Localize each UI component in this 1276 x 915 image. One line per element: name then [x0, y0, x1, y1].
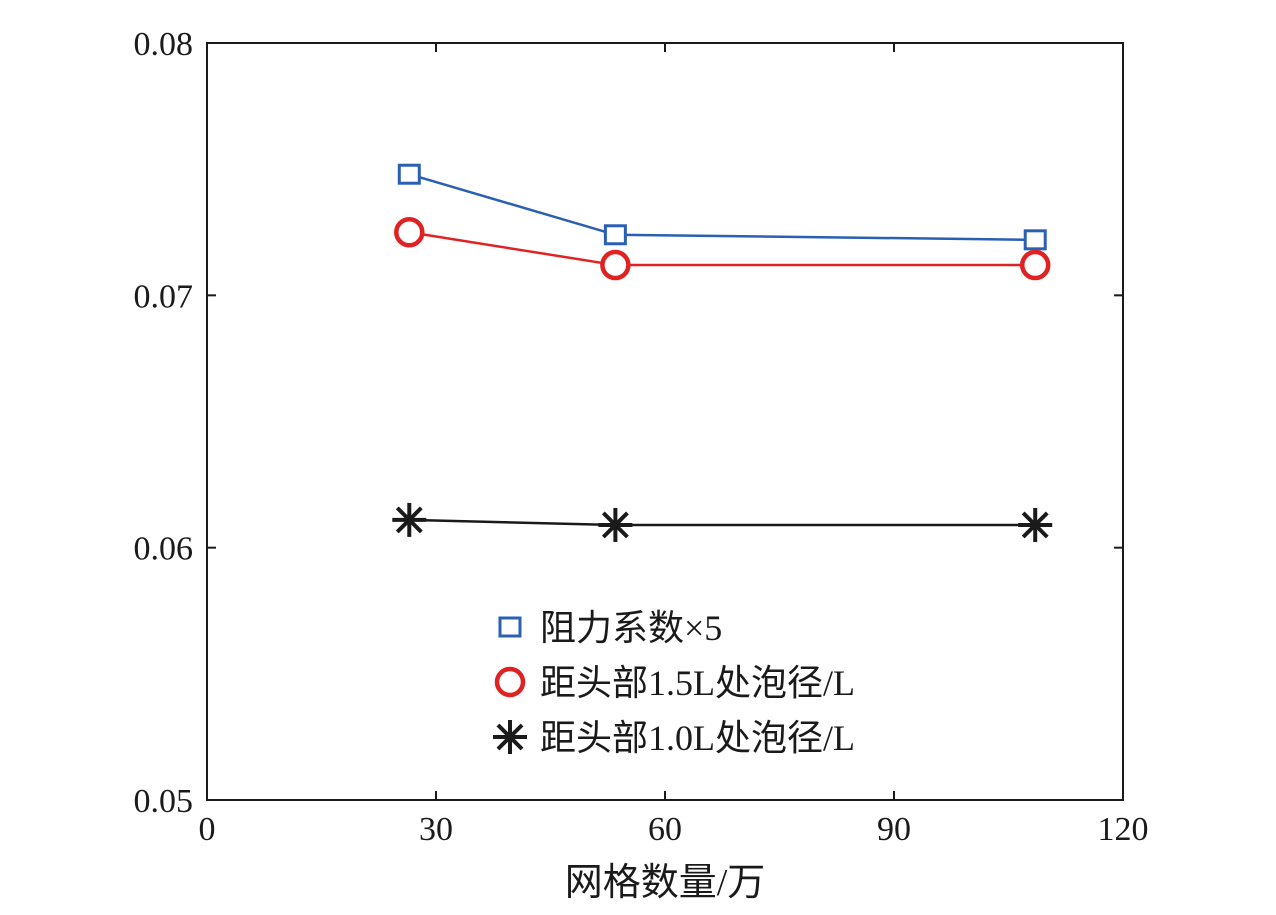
series-layer: [392, 163, 1053, 542]
y-tick-label: 0.08: [134, 26, 194, 63]
legend-label: 距头部1.5L处泡径/L: [540, 663, 855, 703]
asterisk-marker: [598, 507, 633, 542]
asterisk-marker: [1018, 507, 1053, 542]
square-marker: [1023, 229, 1047, 251]
series-1: [397, 163, 1047, 251]
series-line: [408, 173, 1036, 242]
series-3: [392, 502, 1053, 542]
axis-ticks: 0 30 60 90 120 0.05 0.06 0.07 0.08: [134, 26, 1149, 848]
legend-item: 距头部1.5L处泡径/L: [494, 663, 855, 703]
legend: 阻力系数×5 距头部1.5L处泡径/L 距头部1.0L处泡径/L: [493, 608, 855, 758]
asterisk-stroke: [496, 723, 524, 751]
asterisk-marker: [493, 720, 527, 754]
x-axis-title: 网格数量/万: [565, 862, 766, 904]
square-marker: [397, 163, 421, 185]
legend-label: 阻力系数×5: [540, 608, 722, 648]
asterisk-stroke: [395, 506, 423, 534]
circle-marker: [1019, 249, 1051, 281]
x-tick-label: 120: [1098, 811, 1149, 848]
series-line: [409, 518, 1036, 527]
x-tick-label: 30: [419, 811, 453, 848]
legend-item: 阻力系数×5: [498, 608, 722, 648]
circle-marker: [600, 249, 631, 281]
series-2: [394, 217, 1051, 281]
circle-marker: [494, 666, 526, 698]
y-tick-label: 0.05: [134, 783, 194, 820]
asterisk-stroke: [601, 511, 629, 539]
square-marker: [498, 616, 522, 638]
x-tick-label: 90: [877, 811, 911, 848]
x-tick-label: 60: [648, 811, 682, 848]
legend-label: 距头部1.0L处泡径/L: [540, 718, 855, 758]
x-tick-label: 0: [199, 811, 216, 848]
square-marker: [603, 224, 627, 246]
asterisk-marker: [392, 502, 427, 537]
y-tick-label: 0.06: [134, 531, 194, 568]
asterisk-stroke: [1021, 511, 1049, 539]
y-tick-label: 0.07: [134, 278, 194, 315]
legend-item: 距头部1.0L处泡径/L: [493, 718, 855, 758]
circle-marker: [394, 217, 425, 248]
